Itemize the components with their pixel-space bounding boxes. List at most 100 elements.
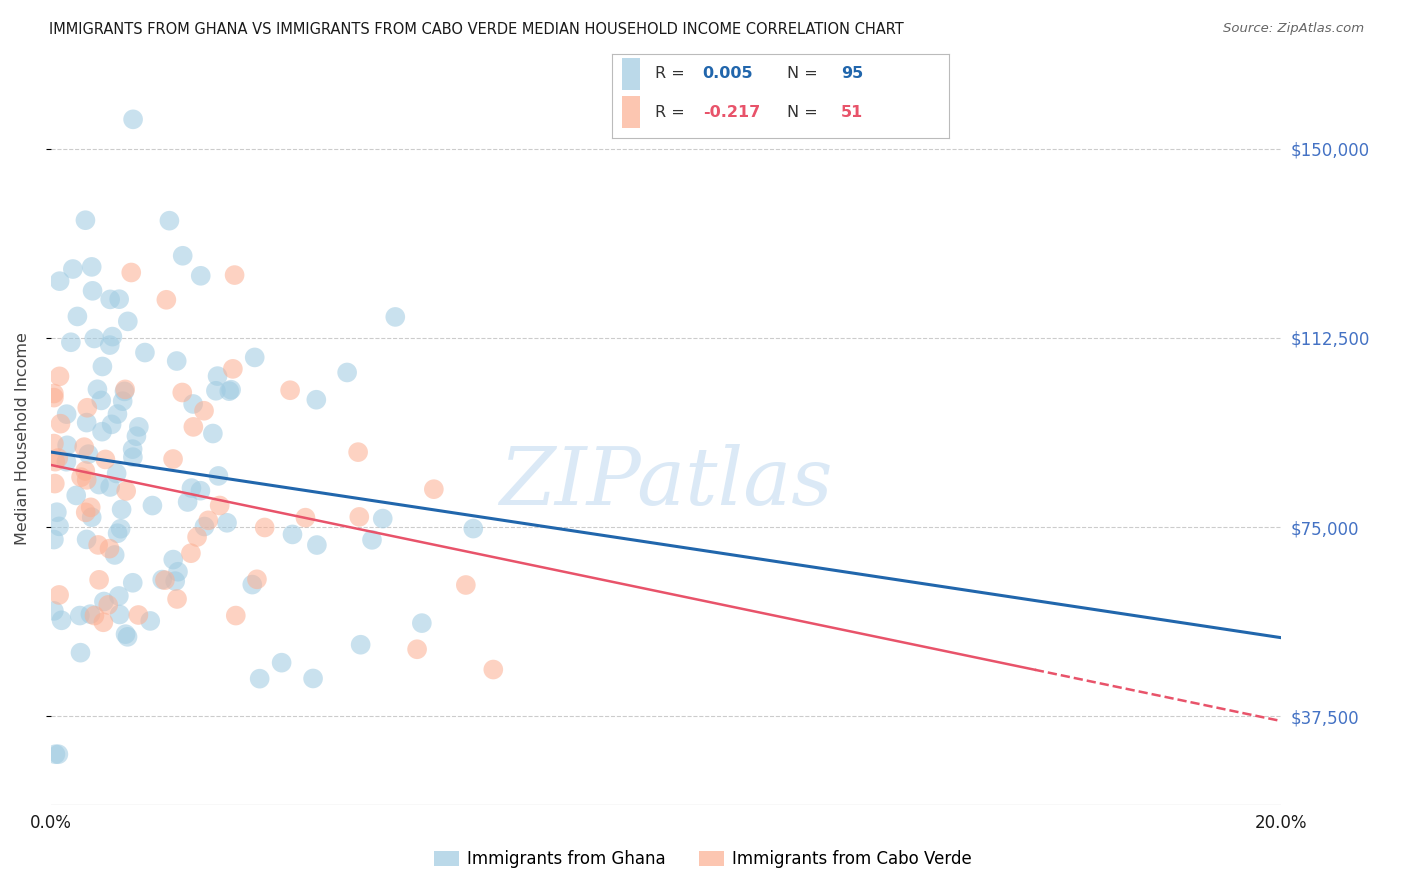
Point	[42, 604, 65, 618]
Point	[190, 268, 212, 283]
Point	[305, 392, 328, 407]
Point	[246, 572, 269, 586]
Text: R =: R =	[655, 66, 690, 81]
Point	[48, 588, 70, 602]
Point	[281, 527, 304, 541]
Point	[249, 672, 271, 686]
Point	[162, 452, 184, 467]
Text: 51: 51	[841, 105, 863, 120]
Point	[121, 575, 143, 590]
Point	[406, 642, 429, 657]
Point	[278, 383, 301, 397]
Point	[141, 499, 163, 513]
Point	[153, 573, 176, 587]
Point	[80, 500, 103, 515]
Point	[218, 384, 240, 399]
Point	[101, 329, 124, 343]
Point	[117, 630, 139, 644]
Point	[127, 607, 149, 622]
Point	[193, 403, 215, 417]
Point	[48, 747, 70, 762]
Point	[215, 516, 238, 530]
Point	[108, 607, 131, 622]
Point	[93, 615, 115, 630]
Point	[110, 502, 132, 516]
Text: N =: N =	[787, 66, 823, 81]
Text: N =: N =	[787, 105, 823, 120]
Point	[180, 481, 202, 495]
Point	[82, 284, 104, 298]
Point	[115, 483, 138, 498]
Point	[463, 522, 485, 536]
Point	[349, 509, 371, 524]
Point	[98, 338, 121, 352]
Point	[104, 548, 127, 562]
Point	[49, 417, 72, 431]
Point	[111, 394, 134, 409]
Point	[120, 265, 142, 279]
Point	[155, 293, 177, 307]
Point	[166, 591, 188, 606]
Point	[219, 383, 242, 397]
Bar	[621, 96, 640, 128]
Point	[44, 455, 66, 469]
Point	[79, 607, 101, 622]
Point	[224, 268, 246, 282]
Point	[62, 262, 84, 277]
Point	[114, 384, 136, 399]
Point	[176, 495, 198, 509]
Point	[91, 425, 114, 439]
Point	[107, 526, 129, 541]
Point	[243, 351, 266, 365]
Point	[76, 473, 98, 487]
Point	[76, 416, 98, 430]
Point	[76, 533, 98, 547]
Point	[91, 359, 114, 374]
Point	[75, 464, 97, 478]
Point	[157, 213, 180, 227]
Point	[46, 450, 69, 465]
Point	[253, 520, 276, 534]
Point	[181, 397, 204, 411]
Point	[90, 393, 112, 408]
Point	[139, 614, 162, 628]
Point	[42, 386, 65, 401]
Text: 0.005: 0.005	[703, 66, 754, 81]
Point	[222, 362, 245, 376]
Point	[482, 663, 505, 677]
Point	[66, 310, 89, 324]
Point	[454, 578, 477, 592]
Point	[48, 519, 70, 533]
Point	[100, 417, 122, 432]
Point	[128, 420, 150, 434]
Point	[80, 260, 103, 274]
Point	[183, 420, 205, 434]
Point	[59, 335, 82, 350]
Point	[201, 426, 224, 441]
Point	[69, 608, 91, 623]
Point	[98, 480, 121, 494]
Text: R =: R =	[655, 105, 690, 120]
Point	[205, 384, 228, 398]
Y-axis label: Median Household Income: Median Household Income	[15, 333, 30, 545]
Point	[294, 510, 316, 524]
Point	[97, 598, 120, 612]
Point	[76, 401, 98, 415]
Point	[347, 445, 370, 459]
Point	[114, 627, 136, 641]
Point	[172, 249, 194, 263]
Point	[42, 436, 65, 450]
Point	[105, 467, 128, 481]
Point	[162, 552, 184, 566]
Point	[42, 391, 65, 405]
Point	[166, 354, 188, 368]
Point	[270, 656, 292, 670]
Point	[225, 608, 247, 623]
Point	[75, 505, 97, 519]
Point	[207, 469, 229, 483]
Point	[305, 538, 328, 552]
Point	[94, 452, 117, 467]
Point	[193, 519, 215, 533]
Point	[87, 477, 110, 491]
Point	[180, 546, 202, 560]
